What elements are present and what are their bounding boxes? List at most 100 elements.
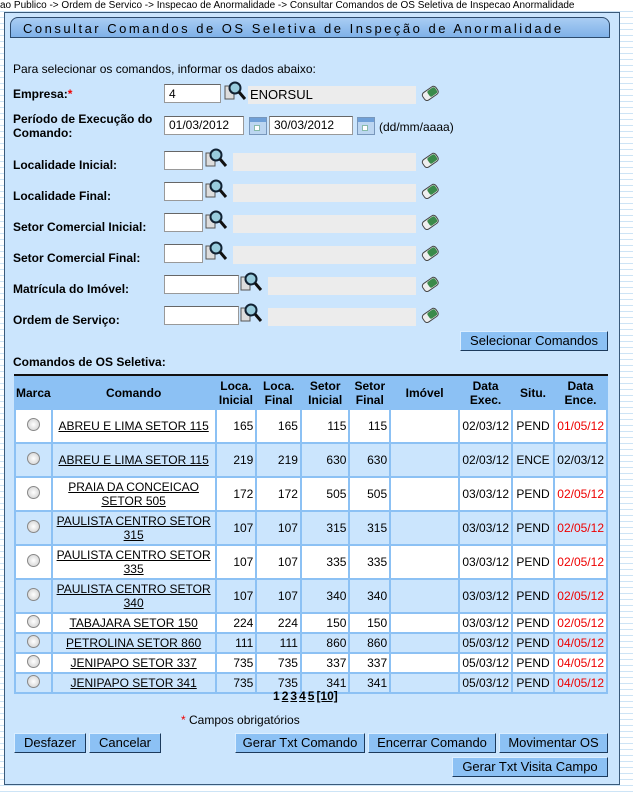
data-ence: 02/05/12 xyxy=(554,546,606,578)
command-link[interactable]: PAULISTA CENTRO SETOR 340 xyxy=(56,582,211,610)
table-row: ABREU E LIMA SETOR 115 219 219 630 630 0… xyxy=(16,444,606,476)
ordem-servico-description-field xyxy=(268,308,416,326)
select-radio[interactable] xyxy=(16,634,51,652)
empresa-code-input[interactable] xyxy=(164,84,221,103)
table-row: PAULISTA CENTRO SETOR 315 107 107 315 31… xyxy=(16,512,606,544)
calendar-icon[interactable] xyxy=(357,117,375,135)
select-radio[interactable] xyxy=(16,614,51,632)
loca-inicial: 735 xyxy=(216,674,256,692)
search-setor-inicial-icon[interactable] xyxy=(205,210,228,230)
localidade-final-input[interactable] xyxy=(164,182,203,201)
calendar-icon[interactable] xyxy=(249,117,267,135)
command-link[interactable]: PRAIA DA CONCEICAO SETOR 505 xyxy=(68,480,199,508)
data-exec: 03/03/12 xyxy=(460,546,512,578)
data-ence: 02/05/12 xyxy=(554,580,606,612)
page-link[interactable]: 3 xyxy=(290,689,298,703)
localidade-inicial-input[interactable] xyxy=(164,151,203,170)
imovel xyxy=(391,674,459,692)
situacao: PEND xyxy=(513,512,553,544)
imovel xyxy=(391,410,459,442)
data-ence: 01/05/12 xyxy=(554,410,606,442)
select-radio[interactable] xyxy=(16,512,51,544)
setor-final: 341 xyxy=(350,674,390,692)
empresa-name-field: ENORSUL xyxy=(248,86,416,104)
command-link[interactable]: PETROLINA SETOR 860 xyxy=(66,636,202,650)
column-header: Comando xyxy=(52,378,215,408)
imovel xyxy=(391,512,459,544)
close-command-button[interactable]: Encerrar Comando xyxy=(368,733,496,753)
setor-final-input[interactable] xyxy=(164,244,203,263)
command-link[interactable]: JENIPAPO SETOR 337 xyxy=(70,656,197,670)
select-commands-button[interactable]: Selecionar Comandos xyxy=(460,331,608,351)
loca-inicial: 107 xyxy=(216,580,256,612)
column-header: Setor Final xyxy=(350,378,390,408)
eraser-icon[interactable] xyxy=(421,276,439,293)
undo-button[interactable]: Desfazer xyxy=(14,733,86,753)
select-radio[interactable] xyxy=(16,478,51,510)
period-start-input[interactable]: 01/03/2012 xyxy=(164,116,244,135)
imovel xyxy=(391,478,459,510)
select-radio[interactable] xyxy=(16,654,51,672)
setor-final: 115 xyxy=(350,410,390,442)
search-empresa-icon[interactable] xyxy=(224,81,247,101)
data-ence: 04/05/12 xyxy=(554,654,606,672)
situacao: PEND xyxy=(513,674,553,692)
select-radio[interactable] xyxy=(16,410,51,442)
command-link[interactable]: TABAJARA SETOR 150 xyxy=(69,616,198,630)
loca-inicial: 219 xyxy=(216,444,256,476)
select-radio[interactable] xyxy=(16,580,51,612)
setor-inicial-description-field xyxy=(233,215,416,233)
search-localidade-inicial-icon[interactable] xyxy=(205,148,228,168)
eraser-icon[interactable] xyxy=(421,307,439,324)
cancel-button[interactable]: Cancelar xyxy=(89,733,161,753)
eraser-icon[interactable] xyxy=(421,245,439,262)
loca-final: 107 xyxy=(257,546,300,578)
eraser-icon[interactable] xyxy=(421,214,439,231)
search-setor-final-icon[interactable] xyxy=(205,241,228,261)
search-localidade-final-icon[interactable] xyxy=(205,179,228,199)
loca-final: 111 xyxy=(257,634,300,652)
column-header: Marca xyxy=(16,378,51,408)
table-row: PAULISTA CENTRO SETOR 340 107 107 340 34… xyxy=(16,580,606,612)
page-link[interactable]: 2 xyxy=(281,689,289,703)
loca-final: 107 xyxy=(257,512,300,544)
situacao: PEND xyxy=(513,580,553,612)
page-link[interactable]: 4 xyxy=(299,689,306,703)
eraser-icon[interactable] xyxy=(421,152,439,169)
setor-final: 150 xyxy=(350,614,390,632)
command-link[interactable]: PAULISTA CENTRO SETOR 335 xyxy=(56,548,211,576)
command-link[interactable]: ABREU E LIMA SETOR 115 xyxy=(58,453,209,467)
data-exec: 03/03/12 xyxy=(460,614,512,632)
imovel xyxy=(391,654,459,672)
commands-table: Marca Comando Loca. Inicial Loca. Final Seto… xyxy=(14,374,608,694)
setor-inicial-input[interactable] xyxy=(164,213,203,232)
table-title: Comandos de OS Seletiva: xyxy=(13,355,166,369)
search-matricula-icon[interactable] xyxy=(240,272,263,292)
page-link[interactable]: [10] xyxy=(316,689,338,703)
select-radio[interactable] xyxy=(16,674,51,692)
eraser-icon[interactable] xyxy=(421,183,439,200)
search-ordem-servico-icon[interactable] xyxy=(240,303,263,323)
setor-inicial: 340 xyxy=(301,580,349,612)
situacao: ENCE xyxy=(513,444,553,476)
page-link[interactable]: 5 xyxy=(307,689,315,703)
loca-final: 735 xyxy=(257,654,300,672)
generate-txt-visit-button[interactable]: Gerar Txt Visita Campo xyxy=(452,757,608,777)
generate-txt-command-button[interactable]: Gerar Txt Comando xyxy=(235,733,365,753)
select-radio[interactable] xyxy=(16,444,51,476)
eraser-icon[interactable] xyxy=(421,85,439,102)
move-os-button[interactable]: Movimentar OS xyxy=(499,733,608,753)
command-link[interactable]: PAULISTA CENTRO SETOR 315 xyxy=(56,514,211,542)
command-link[interactable]: JENIPAPO SETOR 341 xyxy=(70,676,197,690)
data-exec: 05/03/12 xyxy=(460,674,512,692)
data-exec: 05/03/12 xyxy=(460,634,512,652)
ordem-servico-input[interactable] xyxy=(164,306,239,325)
select-radio[interactable] xyxy=(16,546,51,578)
matricula-input[interactable] xyxy=(164,275,239,294)
setor-inicial: 150 xyxy=(301,614,349,632)
situacao: PEND xyxy=(513,634,553,652)
data-ence: 02/05/12 xyxy=(554,512,606,544)
command-link[interactable]: ABREU E LIMA SETOR 115 xyxy=(58,419,209,433)
period-end-input[interactable]: 30/03/2012 xyxy=(269,116,353,135)
setor-final: 335 xyxy=(350,546,390,578)
